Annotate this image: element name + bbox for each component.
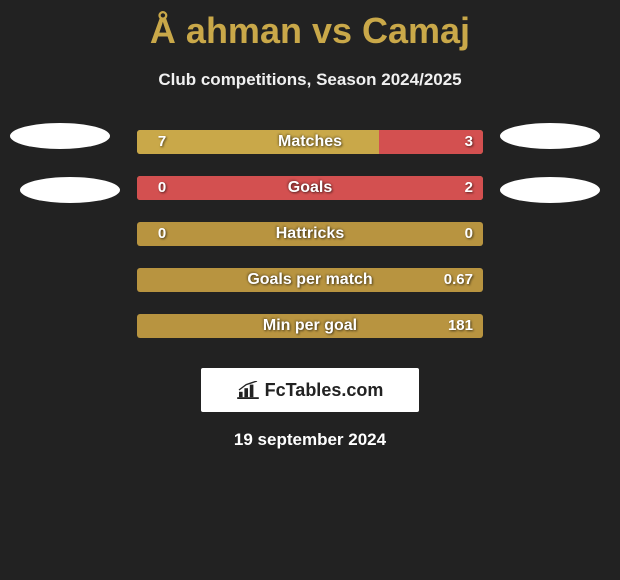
avatar-placeholder <box>500 177 600 203</box>
stat-row: 00Hattricks <box>0 222 620 268</box>
stat-row: 0.67Goals per match <box>0 268 620 314</box>
logo-text: FcTables.com <box>265 380 384 401</box>
chart-icon <box>237 381 259 399</box>
avatar-placeholder <box>10 123 110 149</box>
stat-label: Min per goal <box>137 314 483 338</box>
stat-label: Matches <box>137 130 483 154</box>
comparison-subtitle: Club competitions, Season 2024/2025 <box>0 70 620 90</box>
avatar-placeholder <box>500 123 600 149</box>
date-text: 19 september 2024 <box>0 430 620 450</box>
comparison-title: Å ahman vs Camaj <box>0 0 620 52</box>
stat-label: Hattricks <box>137 222 483 246</box>
stat-rows: 73Matches02Goals00Hattricks0.67Goals per… <box>0 130 620 360</box>
avatar-placeholder <box>20 177 120 203</box>
stat-label: Goals per match <box>137 268 483 292</box>
site-logo[interactable]: FcTables.com <box>201 368 419 412</box>
stat-row: 181Min per goal <box>0 314 620 360</box>
stat-label: Goals <box>137 176 483 200</box>
